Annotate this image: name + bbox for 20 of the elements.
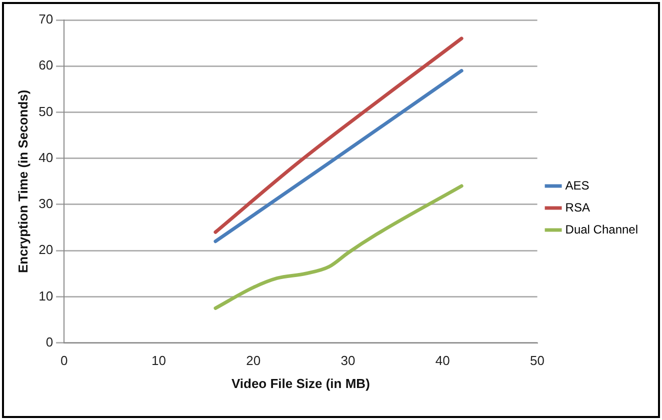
legend-label: Dual Channel [565,222,638,236]
y-tick-label: 30 [38,196,54,212]
x-tick-label: 40 [435,353,450,368]
x-tick-label: 10 [151,353,166,368]
y-tick-label: 20 [38,242,54,258]
x-tick-label: 20 [246,353,261,368]
y-axis-title: Encryption Time (in Seconds) [15,90,30,274]
y-tick-label: 70 [38,12,54,27]
y-tick-label: 0 [46,334,54,350]
y-tick-label: 60 [38,58,54,73]
x-tick-label: 0 [60,353,68,368]
x-tick-label: 30 [340,353,356,368]
legend-label: AES [565,178,590,192]
legend-label: RSA [565,200,590,214]
y-tick-label: 50 [38,104,54,119]
x-axis-title: Video File Size (in MB) [231,376,370,391]
y-tick-label: 10 [38,288,54,304]
line-series [214,184,464,310]
y-tick-label: 40 [38,150,54,165]
x-tick-label: 50 [530,353,545,368]
